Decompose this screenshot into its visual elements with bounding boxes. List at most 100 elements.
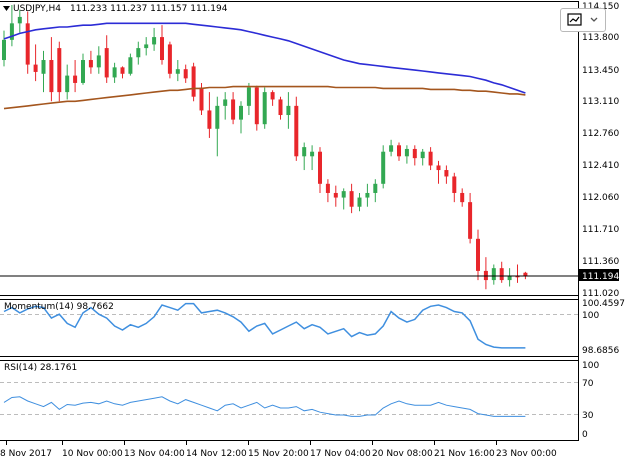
bearish-candle: [199, 87, 204, 111]
caret-down-icon: [590, 17, 598, 22]
bearish-candle: [436, 165, 441, 171]
bearish-candle: [270, 92, 275, 100]
bearish-candle: [397, 145, 401, 157]
bearish-candle: [57, 48, 62, 93]
rsi-tick: 100: [582, 361, 599, 371]
pane-frames: [0, 1, 579, 441]
bearish-candle: [444, 170, 449, 177]
bullish-candle: [373, 183, 378, 193]
price-tick: 111.710: [582, 225, 619, 235]
bearish-candle: [167, 44, 172, 74]
bearish-candle: [452, 176, 457, 193]
current-price-label: 111.194: [582, 272, 619, 282]
bearish-candle: [25, 23, 30, 65]
bullish-candle: [239, 105, 243, 120]
bullish-candle: [175, 69, 180, 74]
triangle-down-icon[interactable]: [3, 6, 10, 11]
bullish-candle: [341, 191, 346, 198]
momentum-line: [3, 302, 526, 349]
bearish-candle: [476, 238, 480, 271]
bullish-candle: [286, 105, 291, 116]
bullish-candle: [365, 192, 370, 198]
bullish-candle: [136, 48, 141, 58]
price-tick: 114.150: [582, 2, 619, 12]
time-label: 10 Nov 00:00: [62, 449, 123, 459]
bullish-candle: [507, 275, 512, 281]
price-tick: 113.450: [582, 66, 619, 76]
time-label: 20 Nov 08:00: [372, 449, 433, 459]
bearish-candle: [183, 69, 188, 79]
bearish-candle: [231, 99, 236, 120]
current-price-marker: [579, 269, 619, 281]
bearish-candle: [191, 66, 196, 97]
time-label: 15 Nov 20:00: [248, 449, 309, 459]
bullish-candle: [262, 92, 267, 125]
bearish-candle: [160, 37, 164, 61]
time-label: 8 Nov 2017: [0, 449, 52, 459]
rsi-tick: 70: [582, 379, 594, 389]
time-label: 13 Nov 04:00: [124, 449, 185, 459]
bullish-candle: [310, 151, 315, 157]
time-label: 23 Nov 00:00: [496, 449, 557, 459]
price-tick: 113.800: [582, 33, 619, 43]
bearish-candle: [120, 67, 125, 74]
bullish-candle: [112, 67, 117, 78]
moving-average-fast-line: [3, 22, 526, 94]
momentum-axis: 100.4597 100 98.6856: [582, 299, 625, 356]
bullish-candle: [491, 268, 496, 281]
bearish-candle: [325, 183, 330, 193]
time-axis: 8 Nov 2017 10 Nov 00:00 13 Nov 04:00 14 …: [0, 441, 557, 459]
rsi-tick: 30: [582, 411, 594, 421]
momentum-title: Momentum(14) 98.7662: [4, 302, 114, 312]
time-label: 21 Nov 16:00: [434, 449, 495, 459]
bearish-candle: [294, 105, 299, 157]
bearish-candle: [499, 268, 504, 281]
price-tick: 113.110: [582, 97, 619, 107]
bearish-candle: [207, 110, 212, 129]
bearish-candle: [73, 75, 78, 83]
bullish-candle: [152, 37, 157, 45]
time-label: 17 Nov 04:00: [310, 449, 371, 459]
bullish-candle: [41, 60, 46, 74]
momentum-tick: 100: [582, 311, 599, 321]
price-tick: 112.760: [582, 129, 619, 139]
bullish-candle: [17, 16, 22, 24]
bullish-candle: [96, 55, 101, 68]
bullish-candle: [128, 57, 133, 74]
bearish-candle: [428, 151, 433, 166]
price-axis: 114.150 113.800 113.450 113.110 112.760 …: [579, 2, 619, 299]
bearish-candle: [483, 270, 488, 281]
bullish-candle: [81, 60, 85, 83]
rsi-line: [3, 396, 526, 417]
bearish-candle: [349, 191, 354, 207]
momentum-tick: 98.6856: [582, 346, 619, 356]
candles-layer: [2, 5, 528, 290]
bullish-candle: [404, 148, 409, 157]
bullish-candle: [2, 39, 6, 61]
bearish-candle: [254, 87, 259, 125]
bullish-candle: [223, 99, 228, 106]
chart-image-icon: [567, 13, 582, 26]
rsi-title: RSI(14) 28.1761: [4, 363, 77, 373]
price-tick: 112.060: [582, 193, 619, 203]
price-tick: 111.360: [582, 257, 619, 267]
bearish-candle: [88, 60, 93, 68]
bearish-candle: [412, 148, 417, 159]
bearish-candle: [49, 60, 54, 93]
rsi-axis: 100 70 30 0: [582, 361, 599, 440]
bearish-candle: [460, 192, 465, 203]
moving-average-slow-line: [3, 85, 526, 110]
bullish-candle: [302, 147, 307, 157]
bullish-candle: [9, 23, 14, 40]
bearish-candle: [33, 64, 38, 72]
bullish-candle: [144, 44, 149, 49]
momentum-tick: 100.4597: [582, 299, 625, 309]
time-label: 14 Nov 12:00: [186, 449, 247, 459]
bullish-candle: [381, 151, 386, 184]
price-tick: 111.020: [582, 289, 619, 299]
bullish-candle: [246, 87, 251, 106]
bullish-candle: [389, 145, 394, 152]
chart-type-button[interactable]: [560, 8, 606, 32]
